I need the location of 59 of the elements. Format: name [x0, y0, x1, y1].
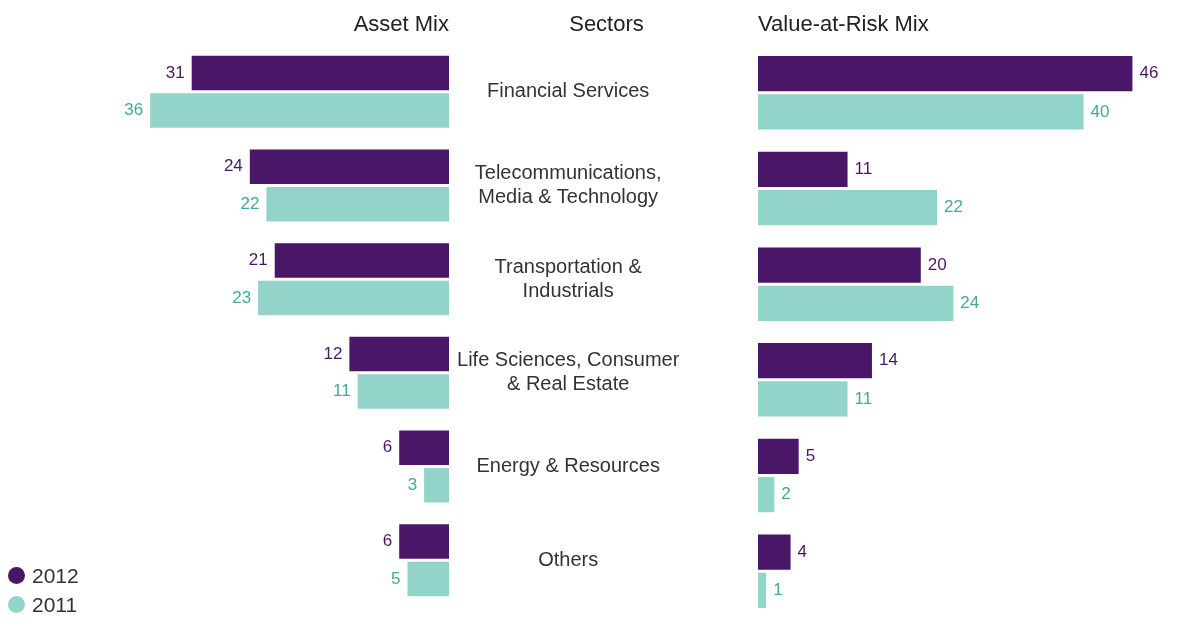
bar — [758, 247, 921, 283]
y-axis-title: Sectors — [569, 11, 644, 37]
bar — [758, 438, 799, 474]
chart-title: Asset Mix — [353, 11, 449, 37]
bar — [349, 336, 449, 372]
bar — [249, 149, 449, 184]
data-label: 40 — [1090, 101, 1110, 121]
data-label: 24 — [960, 292, 980, 312]
data-label: 2 — [781, 484, 791, 504]
data-label: 3 — [407, 474, 418, 494]
data-label: 4 — [797, 541, 808, 561]
data-label: 36 — [124, 100, 144, 120]
y-tick-label: Telecommunications, Media & Technology — [474, 161, 662, 208]
bar — [758, 534, 791, 570]
bar — [399, 524, 449, 559]
bar — [150, 93, 449, 128]
bar — [758, 151, 848, 187]
bar — [758, 94, 1084, 130]
bar — [758, 56, 1133, 92]
data-label: 6 — [382, 437, 393, 457]
chart-title: Value-at-Risk Mix — [758, 11, 929, 37]
bar — [258, 280, 449, 316]
bar — [758, 343, 872, 379]
data-label: 11 — [854, 388, 873, 408]
bar — [758, 477, 775, 513]
data-label: 21 — [248, 250, 268, 270]
data-label: 31 — [165, 62, 185, 82]
bar — [357, 374, 449, 409]
legend-label: 2012 — [32, 563, 79, 588]
bar — [424, 468, 449, 503]
legend-label: 2011 — [32, 592, 78, 617]
data-label: 46 — [1139, 63, 1159, 83]
data-label: 11 — [333, 381, 351, 401]
bar — [191, 55, 449, 91]
bar — [758, 190, 938, 226]
y-tick-label: Transportation & Industrials — [494, 254, 643, 301]
y-tick-label: Financial Services — [487, 79, 650, 102]
data-label: 5 — [805, 446, 816, 466]
data-label: 5 — [391, 568, 401, 588]
bar — [274, 243, 449, 278]
data-label: 12 — [323, 343, 343, 363]
data-label: 22 — [944, 197, 963, 217]
data-label: 1 — [773, 579, 783, 599]
y-tick-label: Others — [538, 547, 599, 570]
data-label: 20 — [927, 254, 947, 274]
data-label: 6 — [382, 531, 393, 551]
data-label: 24 — [223, 156, 243, 176]
bar — [758, 381, 848, 417]
data-label: 11 — [854, 159, 873, 179]
y-tick-label: Energy & Resources — [476, 454, 660, 477]
bar — [399, 430, 449, 465]
data-label: 14 — [878, 350, 898, 370]
bar — [266, 187, 449, 222]
bar — [758, 285, 954, 321]
data-label: 22 — [240, 193, 260, 213]
bar — [758, 572, 767, 608]
data-label: 23 — [232, 287, 252, 307]
y-tick-label: Life Sciences, Consumer & Real Estate — [457, 348, 680, 395]
bar — [407, 561, 449, 597]
